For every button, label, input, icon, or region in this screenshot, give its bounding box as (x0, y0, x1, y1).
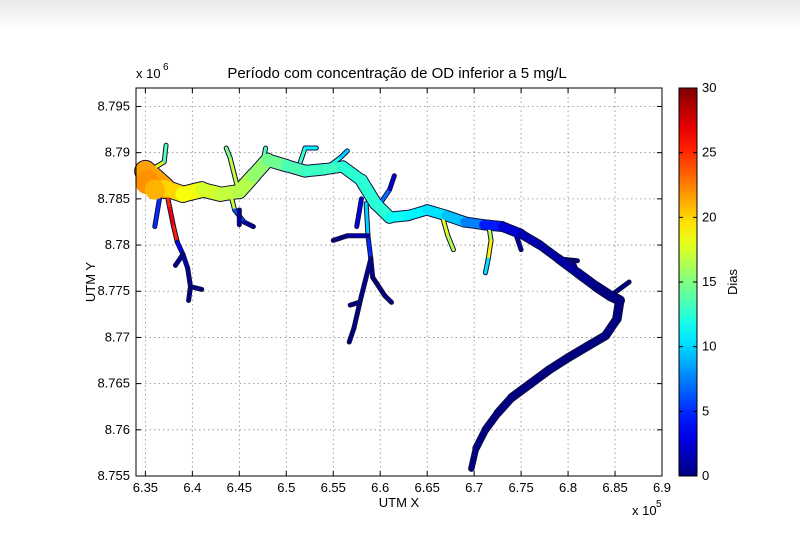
tributary-segment (388, 174, 396, 192)
tributary-segment (339, 149, 349, 159)
x-tick-label: 6.8 (559, 480, 577, 495)
x-multiplier: x 10 5 (632, 499, 662, 518)
tributary-segment (188, 285, 204, 291)
tributary-segment (371, 275, 387, 298)
x-multiplier-exponent: 5 (656, 499, 662, 510)
colorbar-tick-label: 0 (702, 468, 709, 483)
tributary-segment (224, 146, 232, 159)
y-tick-label: 8.77 (105, 329, 130, 344)
y-tick-label: 8.785 (97, 191, 130, 206)
tributary-segment (153, 197, 161, 229)
tributary-segment (348, 300, 362, 307)
x-tick-label: 6.9 (653, 480, 671, 495)
x-tick-label: 6.45 (227, 480, 252, 495)
colorbar-tick-label: 25 (702, 145, 716, 160)
tributary-segment (298, 146, 307, 164)
x-tick-label: 6.7 (465, 480, 483, 495)
chart-title: Período com concentração de OD inferior … (227, 65, 566, 82)
tributary-segment (486, 238, 493, 261)
x-tick-label: 6.35 (133, 480, 158, 495)
colorbar-label: Dias (725, 269, 740, 296)
y-tick-label: 8.755 (97, 468, 130, 483)
colorbar-tick-label: 30 (702, 80, 716, 95)
colorbar-tick-label: 15 (702, 274, 716, 289)
x-tick-label: 6.75 (508, 480, 533, 495)
reservoir-map (134, 142, 632, 472)
reservoir-segment (583, 332, 610, 351)
tributary-segment (378, 188, 392, 205)
y-tick-label: 8.78 (105, 237, 130, 252)
x-tick-label: 6.6 (371, 480, 389, 495)
x-tick-label: 6.5 (277, 480, 295, 495)
x-tick-label: 6.65 (415, 480, 440, 495)
reservoir-segment (473, 427, 489, 452)
colorbar-tick-label: 10 (702, 339, 716, 354)
colorbar-tick-label: 5 (702, 403, 709, 418)
y-multiplier: x 10 6 (136, 62, 169, 81)
tributary-segment (162, 143, 168, 164)
y-multiplier-exponent: 6 (163, 62, 169, 73)
colorbar-ticks: 0 5 10 15 20 25 30 (679, 80, 716, 483)
window-top-gradient (0, 0, 800, 30)
grid-lines (136, 88, 662, 476)
tributary-segment (366, 234, 373, 261)
plot-area (136, 88, 662, 476)
tributary-segment (355, 197, 363, 229)
tributary-segment (364, 201, 370, 238)
y-tick-label: 8.79 (105, 145, 130, 160)
tributary-segment (514, 234, 523, 252)
colorbar-tick-label: 20 (702, 209, 716, 224)
reservoir-segment (527, 366, 553, 388)
y-tick-label: 8.765 (97, 376, 130, 391)
reservoir-segment (469, 446, 479, 471)
tributary-segment (242, 220, 255, 229)
x-multiplier-text: x 10 (632, 503, 657, 518)
tributary-segment (347, 326, 356, 344)
y-tick-label: 8.76 (105, 422, 130, 437)
tributary-segment (331, 234, 349, 242)
tributary-segment (446, 234, 455, 252)
reservoir-segment (564, 343, 591, 362)
x-axis-label: UTM X (379, 495, 420, 510)
tributary-segment (186, 266, 192, 289)
reservoir-segment (536, 241, 563, 263)
tributary-segment (383, 294, 393, 304)
reservoir-head-area (144, 179, 165, 200)
tributary-segment (168, 206, 176, 229)
reservoir-segment (482, 410, 501, 433)
tributary-segment (172, 225, 179, 244)
x-tick-label: 6.85 (602, 480, 627, 495)
x-tick-label: 6.4 (183, 480, 201, 495)
reservoir-segment (545, 354, 572, 374)
axis-ticks: 6.35 6.4 6.45 6.5 6.55 6.6 6.65 6.7 6.75 6.8 6.85 6… (97, 88, 671, 495)
y-tick-label: 8.795 (97, 98, 130, 113)
tributary-segment (173, 252, 185, 267)
y-tick-label: 8.775 (97, 283, 130, 298)
plot-frame (135, 87, 663, 477)
reservoir-segment (517, 230, 544, 249)
y-axis-label: UTM Y (83, 262, 98, 303)
tributary-segment (359, 257, 373, 298)
y-multiplier-text: x 10 (136, 66, 161, 81)
x-tick-label: 6.55 (321, 480, 346, 495)
reservoir-segment (508, 380, 534, 401)
tributary-segment (483, 257, 490, 275)
reservoir-segment (494, 394, 515, 417)
